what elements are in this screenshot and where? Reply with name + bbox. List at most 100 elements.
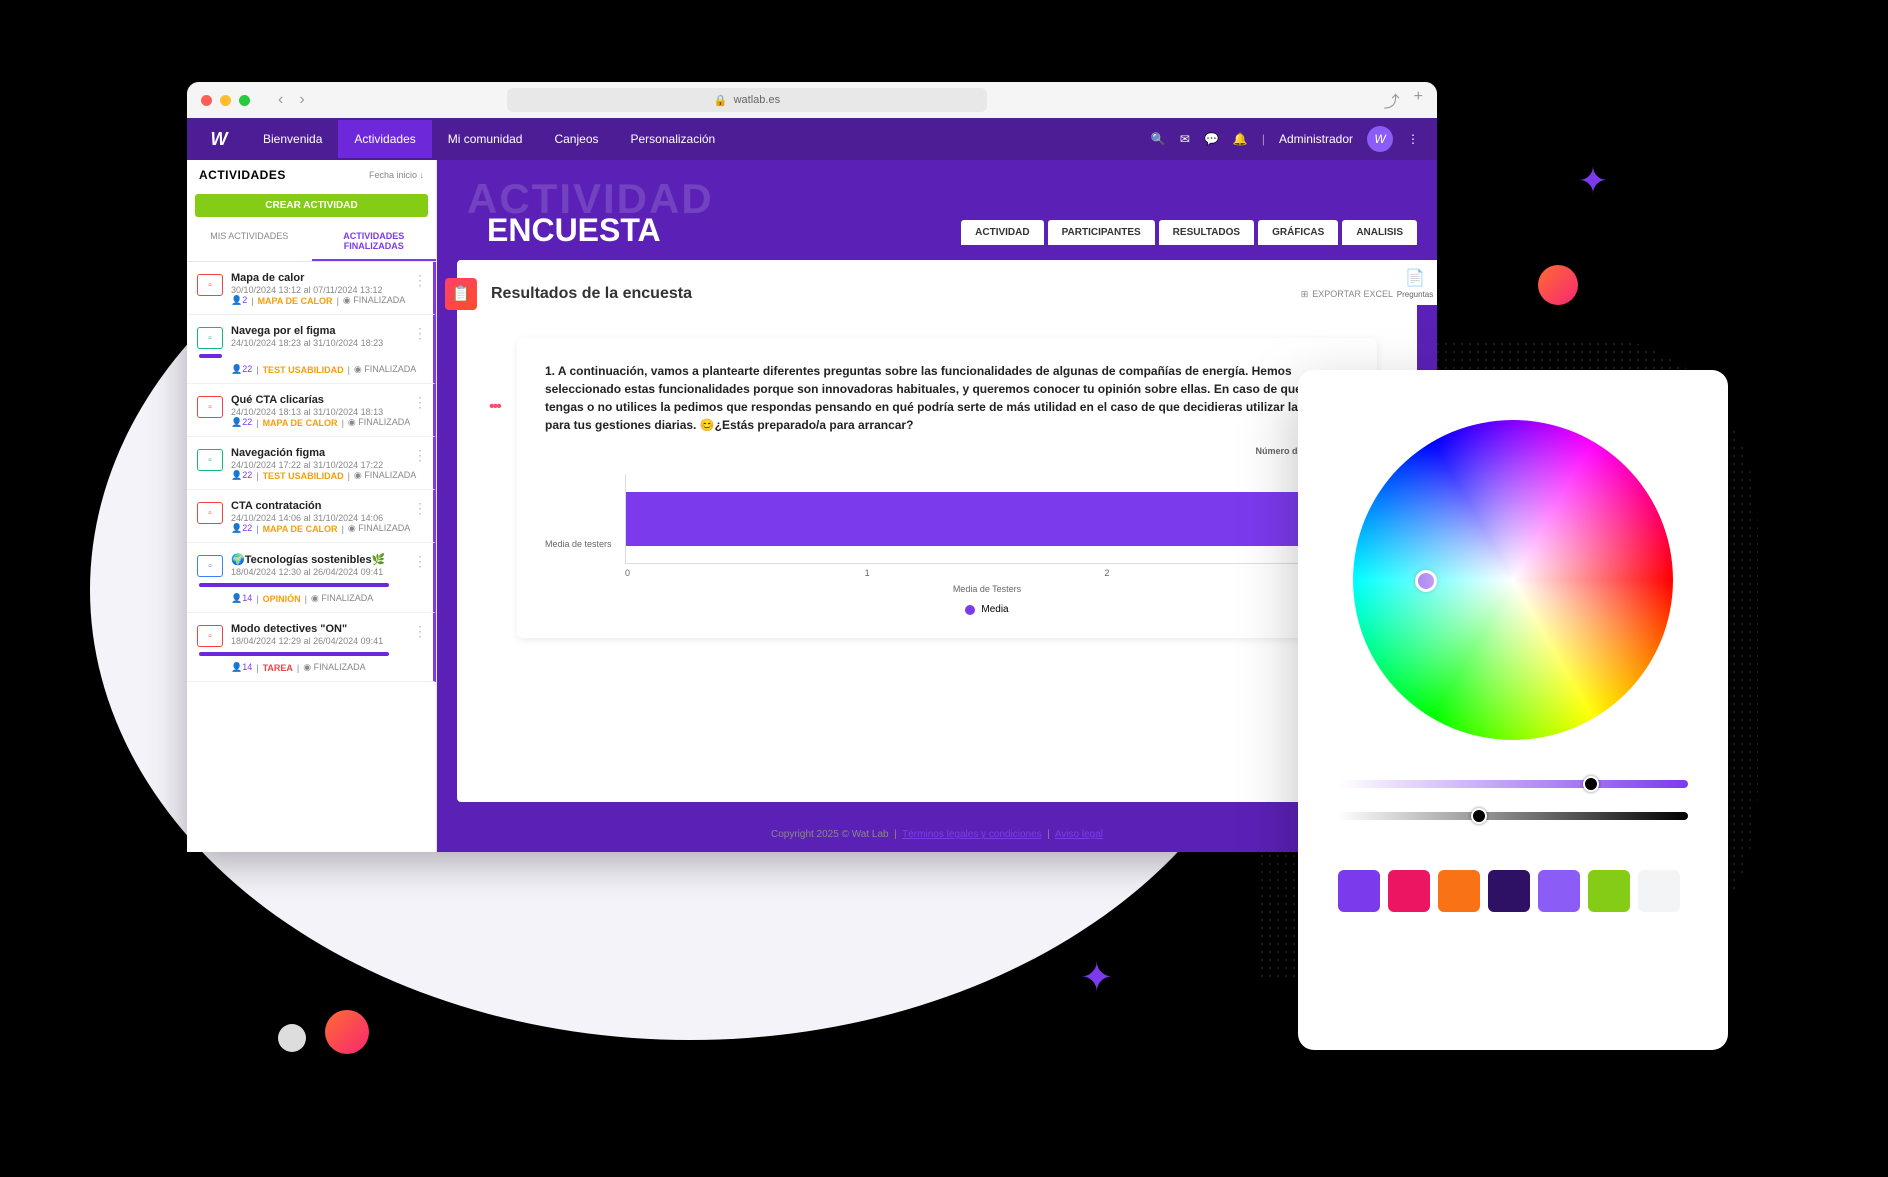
x-tick: 2 [1104,568,1109,578]
color-swatch[interactable] [1588,870,1630,912]
wheel-cursor[interactable] [1415,570,1437,592]
more-icon[interactable]: ⋮ [413,500,427,517]
activity-item[interactable]: ▫ ⋮ CTA contratación 24/10/2024 14:06 al… [187,490,436,543]
activity-icon: ▫ [197,555,223,577]
activity-item[interactable]: ▫ ⋮ Navegación figma 24/10/2024 17:22 al… [187,437,436,490]
decoration [278,1024,306,1052]
color-swatch[interactable] [1538,870,1580,912]
sidebar-tab[interactable]: MIS ACTIVIDADES [187,223,312,261]
color-swatch[interactable] [1388,870,1430,912]
color-swatch[interactable] [1488,870,1530,912]
activity-icon: ▫ [197,274,223,296]
question-text: 1. A continuación, vamos a plantearte di… [545,362,1349,434]
content-panel: 📋 Resultados de la encuesta ⊞ EXPORTAR E… [457,260,1417,802]
color-swatch[interactable] [1638,870,1680,912]
slider-thumb[interactable] [1583,776,1599,792]
min-dot[interactable] [220,95,231,106]
share-icon[interactable]: ⤴ [1384,88,1400,112]
activity-dates: 24/10/2024 18:23 al 31/10/2024 18:23 [231,338,421,348]
star-icon: ✦ [1578,160,1608,202]
activity-icon: ▫ [197,327,223,349]
question-card: ••• 1. A continuación, vamos a planteart… [517,338,1377,638]
nav-item[interactable]: Bienvenida [247,120,338,158]
saturation-slider[interactable] [1338,780,1688,788]
activity-tag: MAPA DE CALOR [258,296,333,306]
sidebar: ACTIVIDADES Fecha inicio ↓ CREAR ACTIVID… [187,160,437,852]
activity-icon: ▫ [197,502,223,524]
activity-status: ◉ FINALIZADA [348,523,410,534]
star-icon: ✦ [1080,955,1114,1001]
max-dot[interactable] [239,95,250,106]
menu-icon[interactable]: ⋮ [1407,132,1419,146]
x-tick: 0 [625,568,630,578]
more-icon[interactable]: ⋮ [413,447,427,464]
more-icon[interactable]: ⋮ [413,623,427,640]
content-tab[interactable]: GRÁFICAS [1258,220,1338,245]
activity-status: ◉ FINALIZADA [343,295,405,306]
activity-title: Navega por el figma [231,325,421,337]
more-icon[interactable]: ⋮ [413,553,427,570]
bar-chart: Media de testers 3.5 0123 Media de Teste… [545,474,1349,614]
sort-label[interactable]: Fecha inicio ↓ [369,170,424,180]
search-icon[interactable]: 🔍 [1151,132,1166,146]
newtab-icon[interactable]: + [1414,88,1423,112]
activity-tag: TEST USABILIDAD [263,471,344,481]
questions-icon: 📄 [1405,268,1425,288]
sidebar-tab[interactable]: ACTIVIDADES FINALIZADAS [312,223,437,261]
create-activity-button[interactable]: CREAR ACTIVIDAD [195,194,428,217]
more-icon[interactable]: ⋮ [413,325,427,342]
logo[interactable]: W [205,125,233,153]
chat-icon[interactable]: 💬 [1204,132,1219,146]
titlebar: ‹ › 🔒 watlab.es ⤴ + [187,82,1437,118]
legal-link[interactable]: Aviso legal [1055,829,1103,840]
fwd-icon[interactable]: › [299,91,304,109]
users-count: 👤22 [231,364,252,375]
color-swatch[interactable] [1438,870,1480,912]
content-tab[interactable]: RESULTADOS [1159,220,1254,245]
activity-status: ◉ FINALIZADA [354,364,416,375]
nav-item[interactable]: Canjeos [538,120,614,158]
activity-status: ◉ FINALIZADA [303,662,365,673]
content-tab[interactable]: ANALISIS [1342,220,1417,245]
user-label: Administrador [1279,132,1353,146]
decoration [325,1010,369,1054]
avatar[interactable]: W [1367,126,1393,152]
activity-item[interactable]: ▫ ⋮ 🌍Tecnologías sostenibles🌿 18/04/2024… [187,543,436,613]
mail-icon[interactable]: ✉ [1180,132,1190,146]
activity-tag: MAPA DE CALOR [263,418,338,428]
activity-icon: ▫ [197,449,223,471]
color-swatch[interactable] [1338,870,1380,912]
more-icon[interactable]: ⋮ [413,394,427,411]
activity-dates: 18/04/2024 12:29 al 26/04/2024 09:41 [231,636,421,646]
content-tab[interactable]: ACTIVIDAD [961,220,1043,245]
activity-item[interactable]: ▫ ⋮ Qué CTA clicarías 24/10/2024 18:13 a… [187,384,436,437]
progress-bar [199,652,389,656]
content-tab[interactable]: PARTICIPANTES [1048,220,1155,245]
progress-bar [199,354,222,358]
close-dot[interactable] [201,95,212,106]
activity-item[interactable]: ▫ ⋮ Modo detectives "ON" 18/04/2024 12:2… [187,613,436,682]
activity-item[interactable]: ▫ ⋮ Navega por el figma 24/10/2024 18:23… [187,315,436,384]
activity-tag: TAREA [263,663,293,673]
nav-item[interactable]: Personalización [615,120,732,158]
nav-item[interactable]: Mi comunidad [432,120,539,158]
color-picker [1298,370,1728,1050]
drag-handle-icon[interactable]: ••• [489,398,500,416]
slider-thumb[interactable] [1471,808,1487,824]
bell-icon[interactable]: 🔔 [1233,132,1248,146]
side-panel[interactable]: 📄 Preguntas [1393,260,1437,305]
activity-icon: ▫ [197,625,223,647]
brightness-slider[interactable] [1338,812,1688,820]
export-button[interactable]: ⊞ EXPORTAR EXCEL [1301,289,1393,300]
url-bar[interactable]: 🔒 watlab.es [507,88,987,112]
users-count: 👤22 [231,417,252,428]
terms-link[interactable]: Términos legales y condiciones [902,829,1042,840]
nav-item[interactable]: Actividades [338,120,431,158]
more-icon[interactable]: ⋮ [413,272,427,289]
back-icon[interactable]: ‹ [278,91,283,109]
activity-item[interactable]: ▫ ⋮ Mapa de calor 30/10/2024 13:12 al 07… [187,262,436,315]
page-title: ENCUESTA [487,212,661,249]
color-wheel[interactable] [1353,420,1673,740]
section-title: Resultados de la encuesta [491,285,692,303]
main-content: ACTIVIDAD ENCUESTA ACTIVIDADPARTICIPANTE… [437,160,1437,852]
